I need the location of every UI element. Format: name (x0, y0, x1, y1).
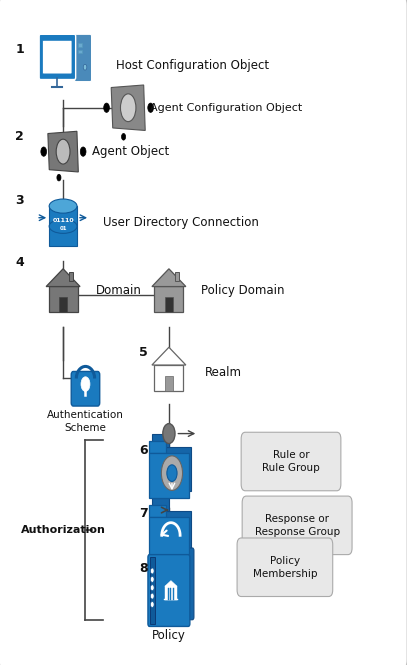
FancyBboxPatch shape (154, 286, 184, 313)
Text: 3: 3 (15, 194, 24, 207)
Circle shape (80, 147, 86, 156)
Text: 01110: 01110 (52, 217, 74, 223)
FancyBboxPatch shape (71, 372, 100, 406)
FancyBboxPatch shape (173, 588, 174, 600)
FancyBboxPatch shape (149, 441, 166, 454)
Circle shape (151, 568, 154, 574)
Polygon shape (48, 131, 78, 172)
FancyBboxPatch shape (170, 588, 171, 600)
Text: Rule or
Rule Group: Rule or Rule Group (262, 450, 320, 473)
FancyBboxPatch shape (237, 538, 333, 597)
FancyBboxPatch shape (74, 35, 92, 82)
FancyBboxPatch shape (59, 297, 67, 313)
FancyBboxPatch shape (78, 43, 81, 47)
Ellipse shape (49, 219, 77, 233)
Text: Policy
Membership: Policy Membership (253, 556, 317, 579)
Text: Response or
Response Group: Response or Response Group (254, 514, 340, 537)
Text: Agent Object: Agent Object (92, 145, 169, 158)
Circle shape (104, 103, 109, 112)
Circle shape (161, 456, 182, 491)
FancyBboxPatch shape (152, 548, 194, 620)
Text: User Directory Connection: User Directory Connection (103, 216, 258, 229)
Text: 7: 7 (139, 507, 148, 521)
FancyBboxPatch shape (168, 588, 169, 600)
Text: Authorization: Authorization (21, 525, 105, 535)
FancyBboxPatch shape (165, 297, 173, 313)
Circle shape (148, 103, 153, 112)
Polygon shape (152, 347, 186, 365)
FancyBboxPatch shape (149, 517, 189, 561)
FancyBboxPatch shape (165, 376, 173, 391)
FancyBboxPatch shape (154, 364, 184, 391)
Ellipse shape (120, 94, 136, 122)
Polygon shape (165, 581, 177, 587)
Circle shape (41, 147, 46, 156)
Polygon shape (46, 269, 80, 287)
FancyBboxPatch shape (152, 498, 169, 511)
Text: 2: 2 (15, 130, 24, 143)
FancyBboxPatch shape (241, 432, 341, 491)
FancyBboxPatch shape (152, 434, 169, 447)
FancyBboxPatch shape (149, 505, 166, 517)
FancyBboxPatch shape (49, 206, 77, 245)
Circle shape (122, 134, 126, 140)
Circle shape (151, 577, 154, 583)
Text: Domain: Domain (96, 284, 142, 297)
Polygon shape (152, 269, 186, 287)
Text: 01: 01 (59, 226, 67, 231)
FancyBboxPatch shape (69, 272, 73, 281)
Circle shape (151, 601, 154, 608)
Text: Policy: Policy (152, 629, 186, 642)
Circle shape (151, 585, 154, 591)
FancyBboxPatch shape (149, 454, 189, 497)
FancyBboxPatch shape (43, 41, 72, 74)
Circle shape (151, 593, 154, 599)
Text: 6: 6 (139, 444, 148, 457)
FancyBboxPatch shape (152, 511, 191, 555)
Polygon shape (111, 85, 145, 130)
Text: Agent Configuration Object: Agent Configuration Object (150, 102, 302, 113)
FancyBboxPatch shape (152, 447, 191, 491)
Text: 5: 5 (139, 346, 148, 359)
FancyBboxPatch shape (148, 555, 190, 626)
FancyBboxPatch shape (150, 557, 155, 624)
FancyBboxPatch shape (242, 496, 352, 555)
Text: 8: 8 (139, 562, 148, 575)
Text: Authentication
Scheme: Authentication Scheme (47, 410, 124, 433)
Circle shape (167, 465, 177, 481)
Circle shape (57, 174, 61, 181)
Text: Realm: Realm (205, 366, 242, 379)
FancyBboxPatch shape (48, 286, 78, 313)
Text: Policy Domain: Policy Domain (201, 284, 285, 297)
FancyBboxPatch shape (39, 35, 76, 80)
Ellipse shape (56, 139, 70, 164)
Circle shape (81, 377, 90, 392)
FancyBboxPatch shape (164, 598, 177, 600)
FancyBboxPatch shape (78, 49, 81, 53)
Text: 4: 4 (15, 256, 24, 269)
FancyBboxPatch shape (175, 272, 179, 281)
Circle shape (163, 424, 175, 444)
Text: 1: 1 (15, 43, 24, 57)
Circle shape (83, 65, 87, 70)
Text: Host Configuration Object: Host Configuration Object (116, 59, 269, 72)
FancyBboxPatch shape (165, 587, 177, 600)
Ellipse shape (49, 199, 77, 213)
